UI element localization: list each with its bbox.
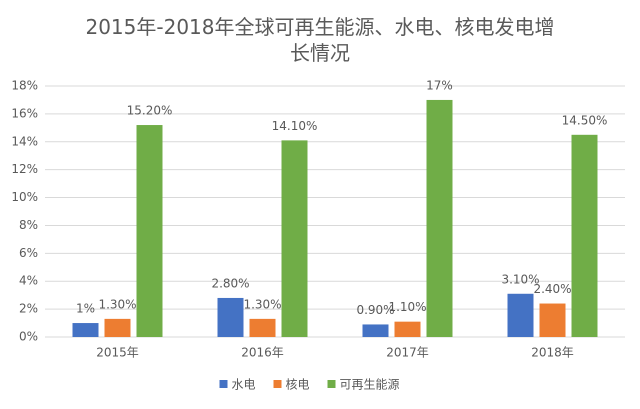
y-tick-label: 16% (11, 106, 38, 120)
y-tick-label: 4% (19, 274, 38, 288)
bar (571, 134, 598, 337)
y-tick-label: 14% (11, 134, 38, 148)
x-tick-label: 2017年 (386, 346, 429, 360)
bar (72, 323, 99, 337)
chart-title: 2015年-2018年全球可再生能源、水电、核电发电增长情况 (85, 15, 555, 65)
y-tick-label: 18% (11, 79, 38, 93)
bar (281, 140, 308, 337)
bar (136, 125, 163, 338)
bar (426, 99, 453, 337)
y-tick-label: 8% (19, 218, 38, 232)
legend-swatch (219, 380, 228, 388)
legend-label: 可再生能源 (340, 378, 400, 392)
bar (362, 324, 389, 337)
y-tick-label: 12% (11, 162, 38, 176)
y-tick-label: 6% (19, 246, 38, 260)
bar (394, 321, 421, 337)
y-tick-label: 10% (11, 190, 38, 204)
value-label: 17% (426, 78, 453, 92)
legend-label: 核电 (286, 378, 310, 392)
value-label: 3.10% (501, 272, 539, 286)
x-tick-label: 2018年 (531, 346, 574, 360)
bar (104, 318, 131, 337)
legend-swatch (273, 380, 282, 388)
value-label: 1.10% (388, 300, 426, 314)
value-label: 2.80% (211, 276, 249, 290)
x-tick-label: 2015年 (96, 346, 139, 360)
value-label: 1.30% (98, 297, 136, 311)
value-label: 1.30% (243, 297, 281, 311)
value-label: 14.50% (562, 113, 608, 127)
legend-label: 水电 (232, 378, 256, 392)
value-label: 1% (76, 302, 95, 316)
bar (249, 318, 276, 337)
bar (217, 297, 244, 337)
x-tick-label: 2016年 (241, 346, 284, 360)
bar (539, 303, 566, 337)
value-label: 2.40% (533, 282, 571, 296)
legend-swatch (327, 380, 336, 388)
value-label: 0.90% (356, 303, 394, 317)
value-label: 15.20% (127, 104, 173, 118)
bar (507, 293, 534, 337)
value-label: 14.10% (272, 119, 318, 133)
y-tick-label: 0% (19, 330, 38, 344)
y-tick-label: 2% (19, 302, 38, 316)
